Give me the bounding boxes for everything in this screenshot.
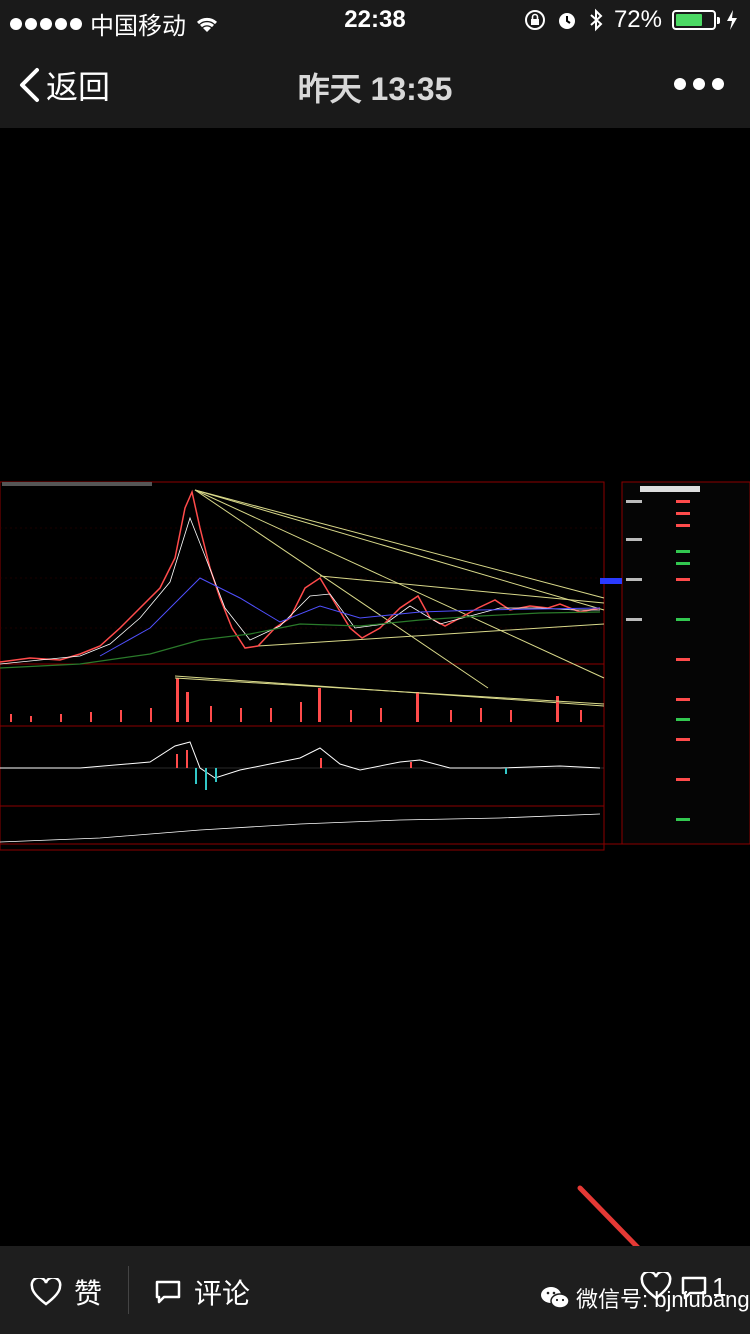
comment-count: 1 [712,1272,727,1302]
battery-fill [676,14,702,26]
battery-icon [672,10,720,30]
bluetooth-icon [590,8,603,32]
like-count-button[interactable] [640,1270,672,1305]
more-dot-icon [674,78,686,90]
bottom-action-bar: 赞 评论 微信号: bjniubang 1 [0,1246,750,1334]
stock-chart-picture [0,478,750,854]
more-dot-icon [693,78,705,90]
wifi-icon [196,17,218,32]
heart-icon [640,1270,672,1300]
more-dot-icon [712,78,724,90]
comment-icon [155,1280,181,1304]
rotation-lock-icon [524,10,545,30]
more-options-button[interactable] [674,78,724,90]
divider [128,1266,129,1314]
status-left: 中国移动 [10,6,220,41]
signal-strength-icon [10,17,82,30]
page-title: 昨天 13:35 [297,71,453,107]
like-button[interactable]: 赞 [30,1272,102,1312]
wechat-logo-icon [541,1287,570,1309]
nav-bar: 返回 昨天 13:35 [0,40,750,128]
alarm-icon [558,13,575,29]
status-time: 22:38 [344,6,406,33]
stock-chart-image[interactable] [0,478,750,854]
back-button[interactable]: 返回 [18,62,110,108]
carrier-name: 中国移动 [90,13,186,40]
comment-label: 评论 [194,1278,251,1309]
back-label: 返回 [46,69,111,105]
comment-count-button[interactable]: 1 [680,1272,726,1303]
chevron-left-icon [20,68,39,102]
status-bar: 中国移动 22:38 72% [0,0,750,40]
heart-icon [30,1278,62,1306]
comment-button[interactable]: 评论 [154,1272,250,1312]
status-right: 72% [524,6,738,34]
like-label: 赞 [74,1278,103,1309]
charging-icon [727,10,737,30]
comment-icon [681,1276,707,1299]
battery-percent: 72% [613,6,662,33]
